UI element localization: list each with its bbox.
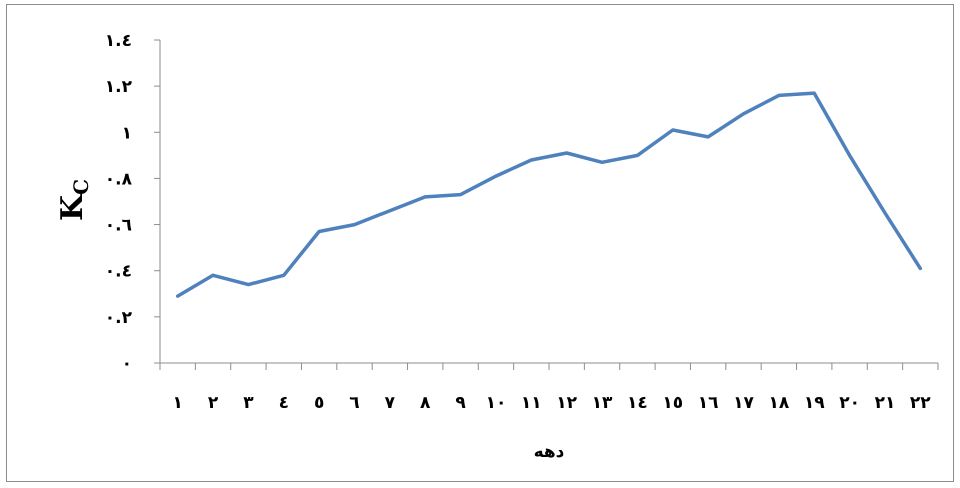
x-tick-label: ٦	[349, 393, 359, 413]
x-tick-label: ٢١	[875, 393, 896, 413]
x-tick-label: ١٥	[662, 393, 683, 413]
x-axis-title: دهه	[534, 442, 565, 462]
x-tick-label: ٣	[243, 393, 254, 413]
y-axis-title-main: K	[55, 194, 90, 221]
y-tick-label: ٠	[122, 354, 132, 374]
x-ticks: ١ ٢ ٣ ٤ ٥ ٦ ٧ ٨ ٩ ١٠ ١١ ١٢ ١٣ ١٤ ١٥ ١٦ ١٧ ١٨ ١٩ ٢٠ ٢١ ٢٢	[159, 363, 939, 413]
x-tick-label: ١٨	[768, 393, 789, 413]
x-tick-label: ١٩	[804, 393, 825, 413]
x-tick-label: ٤	[279, 393, 289, 413]
x-tick-label: ١١	[521, 393, 542, 413]
y-tick-label: ٠.٤	[105, 262, 132, 282]
x-tick-label: ١	[172, 393, 182, 413]
x-tick-label: ٩	[455, 393, 466, 413]
y-tick-label: ١	[122, 123, 132, 143]
y-tick-label: ٠.٦	[105, 216, 132, 236]
y-axis-title-subscript: C	[69, 179, 93, 195]
series	[175, 91, 923, 298]
series-line	[175, 91, 923, 298]
x-tick-label: ٢٢	[910, 393, 931, 413]
x-tick-label: ١٤	[627, 393, 648, 413]
x-tick-label: ١٦	[698, 393, 719, 413]
y-ticks: ٠ ٠.٢ ٠.٤ ٠.٦ ٠.٨ ١ ١.٢ ١.٤	[105, 31, 160, 374]
x-tick-label: ٥	[314, 393, 324, 413]
x-tick-label: ٢٠	[839, 393, 860, 413]
y-tick-label: ١.٢	[105, 77, 133, 97]
x-tick-label: ١٧	[733, 393, 754, 413]
x-tick-label: ١٠	[486, 393, 507, 413]
y-tick-label: ١.٤	[105, 31, 132, 51]
y-tick-label: ٠.٨	[105, 169, 133, 189]
x-tick-label: ١٢	[556, 393, 577, 413]
y-tick-label: ٠.٢	[105, 308, 133, 328]
x-tick-label: ١٣	[592, 393, 613, 413]
y-axis-title: KC	[55, 179, 93, 221]
x-tick-label: ٢	[208, 393, 219, 413]
x-tick-label: ٧	[385, 393, 396, 413]
x-tick-label: ٨	[420, 393, 431, 413]
chart-frame	[6, 4, 954, 482]
